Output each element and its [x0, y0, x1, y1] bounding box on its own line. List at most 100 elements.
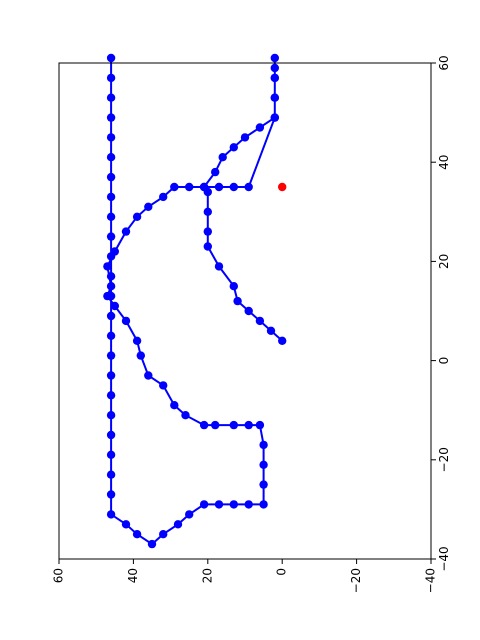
data-point — [199, 420, 209, 430]
data-point — [229, 182, 238, 192]
data-point — [244, 500, 253, 509]
data-point — [106, 232, 116, 241]
data-point — [106, 371, 116, 380]
data-point — [132, 336, 142, 345]
data-point — [144, 202, 153, 211]
data-point — [106, 291, 116, 301]
data-point — [173, 520, 183, 529]
data-point — [244, 420, 253, 430]
right-axis-tick-label: −40 — [424, 568, 438, 593]
data-point — [229, 282, 238, 291]
data-point — [229, 500, 238, 509]
data-point — [106, 252, 116, 261]
data-point — [170, 401, 179, 410]
data-point — [185, 182, 194, 192]
right-axis-ticks: 60 40 20 0 −20 −40 — [52, 559, 438, 593]
data-point — [199, 500, 209, 509]
right-axis-tick-label: 60 — [52, 568, 66, 583]
data-point — [259, 480, 268, 489]
data-point — [270, 73, 279, 83]
data-point — [270, 53, 279, 63]
data-point — [214, 262, 224, 271]
data-point — [211, 420, 220, 430]
data-point — [185, 510, 194, 519]
data-point — [106, 133, 116, 142]
data-point — [259, 500, 268, 509]
data-point — [229, 143, 238, 152]
data-point — [259, 460, 268, 469]
highlight-point — [278, 182, 287, 192]
right-axis-tick-label: −20 — [349, 568, 363, 593]
data-point — [110, 301, 120, 311]
data-point — [106, 411, 116, 420]
data-point — [106, 53, 116, 63]
data-point — [218, 153, 227, 162]
right-axis-tick-label: 0 — [275, 568, 289, 576]
data-point — [199, 182, 209, 192]
data-point — [106, 470, 116, 479]
data-point — [244, 306, 253, 316]
data-point — [106, 510, 116, 519]
data-point — [147, 539, 157, 549]
bottom-axis-tick-label: 40 — [437, 155, 451, 170]
data-point — [170, 182, 179, 192]
data-point — [103, 262, 112, 271]
data-point — [270, 113, 279, 122]
right-axis-tick-label: 40 — [126, 568, 140, 583]
data-point — [106, 391, 116, 400]
data-point — [121, 227, 131, 236]
series-layer — [103, 53, 287, 549]
data-point — [106, 172, 116, 182]
data-point — [270, 93, 279, 102]
data-point — [240, 133, 250, 142]
data-point — [106, 311, 116, 321]
data-point — [203, 207, 212, 216]
data-point — [229, 420, 238, 430]
plot-frame — [58, 62, 432, 560]
data-point — [106, 430, 116, 440]
data-point — [211, 167, 220, 177]
data-point — [144, 371, 153, 380]
data-point — [106, 212, 116, 221]
data-point — [266, 326, 276, 335]
data-point — [214, 182, 224, 192]
bottom-axis-tick-label: −40 — [437, 546, 451, 571]
data-point — [159, 530, 168, 539]
data-point — [106, 450, 116, 459]
bottom-axis-ticks: −40 −20 0 20 40 60 — [431, 55, 451, 572]
data-point — [132, 530, 142, 539]
bottom-axis-tick-label: 20 — [437, 254, 451, 269]
data-point — [214, 500, 224, 509]
data-point — [244, 182, 253, 192]
data-point — [233, 296, 242, 306]
data-point — [203, 227, 212, 236]
data-point — [132, 212, 142, 221]
data-point — [121, 520, 131, 529]
data-point — [203, 242, 212, 251]
right-axis-tick-label: 20 — [200, 568, 214, 583]
data-point — [255, 123, 265, 132]
data-point — [106, 73, 116, 83]
data-point — [121, 316, 131, 326]
data-point — [106, 153, 116, 162]
data-point — [255, 420, 265, 430]
data-point — [106, 272, 116, 281]
data-point — [255, 316, 265, 326]
bottom-axis-tick-label: −20 — [437, 447, 451, 472]
bottom-axis-tick-label: 0 — [437, 357, 451, 365]
data-point — [136, 351, 145, 360]
data-point — [181, 411, 190, 420]
bottom-axis-tick-label: 60 — [437, 55, 451, 70]
data-point — [259, 440, 268, 450]
data-point — [106, 351, 116, 360]
data-point — [106, 93, 116, 102]
data-point — [106, 113, 116, 122]
data-point — [106, 282, 116, 291]
data-point — [106, 192, 116, 202]
data-point — [159, 192, 168, 202]
data-point — [106, 490, 116, 499]
data-point — [278, 336, 287, 345]
data-point — [270, 63, 279, 73]
data-point — [106, 331, 116, 340]
